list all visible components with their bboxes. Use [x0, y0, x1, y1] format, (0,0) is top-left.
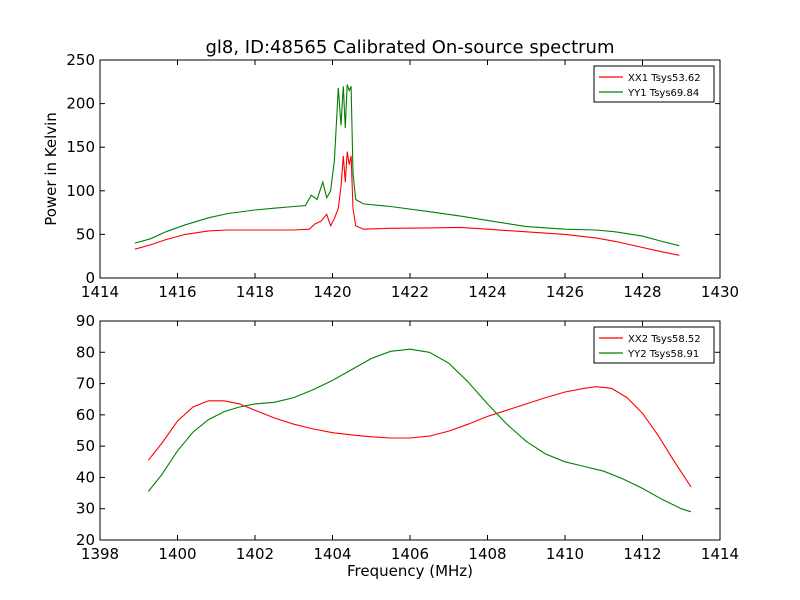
x-tick-label: 1414	[701, 545, 739, 563]
legend-box	[593, 326, 715, 364]
x-tick-label: 1400	[158, 545, 196, 563]
legend-label: YY2 Tsys58.91	[627, 349, 699, 360]
y-tick-label: 200	[66, 95, 95, 113]
x-tick-label: 1422	[391, 283, 429, 301]
x-tick-label: 1406	[391, 545, 429, 563]
y-tick-label: 20	[76, 531, 95, 549]
x-tick-label: 1404	[313, 545, 351, 563]
x-tick-label: 1426	[546, 283, 584, 301]
x-axis-label: Frequency (MHz)	[347, 562, 473, 580]
y-tick-label: 80	[76, 343, 95, 361]
series-line-xx1	[134, 151, 680, 256]
y-tick-label: 60	[76, 406, 95, 424]
x-tick-label: 1398	[81, 545, 119, 563]
y-tick-label: 250	[66, 51, 95, 69]
y-tick-label: 100	[66, 182, 95, 200]
x-tick-label: 1414	[81, 283, 119, 301]
chart-panel-2: 1398 1400 1402 1404 1406 1408 1410 1412 1414 20 30…	[76, 312, 739, 580]
y-tick-label: 50	[76, 225, 95, 243]
x-tick-label: 1420	[313, 283, 351, 301]
legend-label: XX1 Tsys53.62	[628, 73, 701, 84]
series-line-yy1	[134, 84, 680, 247]
y-tick-label: 40	[76, 468, 95, 486]
y-tick-label: 90	[76, 312, 95, 330]
x-tick-label: 1430	[701, 283, 739, 301]
y-tick-label: 50	[76, 437, 95, 455]
y-tick-label: 70	[76, 375, 95, 393]
x-tick-label: 1416	[158, 283, 196, 301]
series-line-yy2	[147, 348, 692, 513]
legend-label: XX2 Tsys58.52	[628, 334, 701, 345]
chart-title: gl8, ID:48565 Calibrated On-source spect…	[205, 37, 614, 58]
x-tick-label: 1408	[468, 545, 506, 563]
y-tick-label: 150	[66, 138, 95, 156]
chart-panel-1: gl8, ID:48565 Calibrated On-source spect…	[42, 37, 739, 301]
y-tick-label: 30	[76, 500, 95, 518]
x-tick-label: 1424	[468, 283, 506, 301]
series-line-xx2	[147, 386, 692, 488]
x-tick-label: 1428	[623, 283, 661, 301]
x-tick-label: 1402	[236, 545, 274, 563]
y-axis-label: Power in Kelvin	[42, 112, 60, 226]
x-tick-label: 1412	[623, 545, 661, 563]
x-tick-label: 1418	[236, 283, 274, 301]
x-tick-label: 1410	[546, 545, 584, 563]
legend-box	[593, 65, 715, 103]
legend-label: YY1 Tsys69.84	[627, 88, 699, 99]
y-tick-label: 0	[85, 269, 95, 287]
legend: XX1 Tsys53.62 YY1 Tsys69.84	[593, 65, 715, 103]
legend: XX2 Tsys58.52 YY2 Tsys58.91	[593, 326, 715, 364]
